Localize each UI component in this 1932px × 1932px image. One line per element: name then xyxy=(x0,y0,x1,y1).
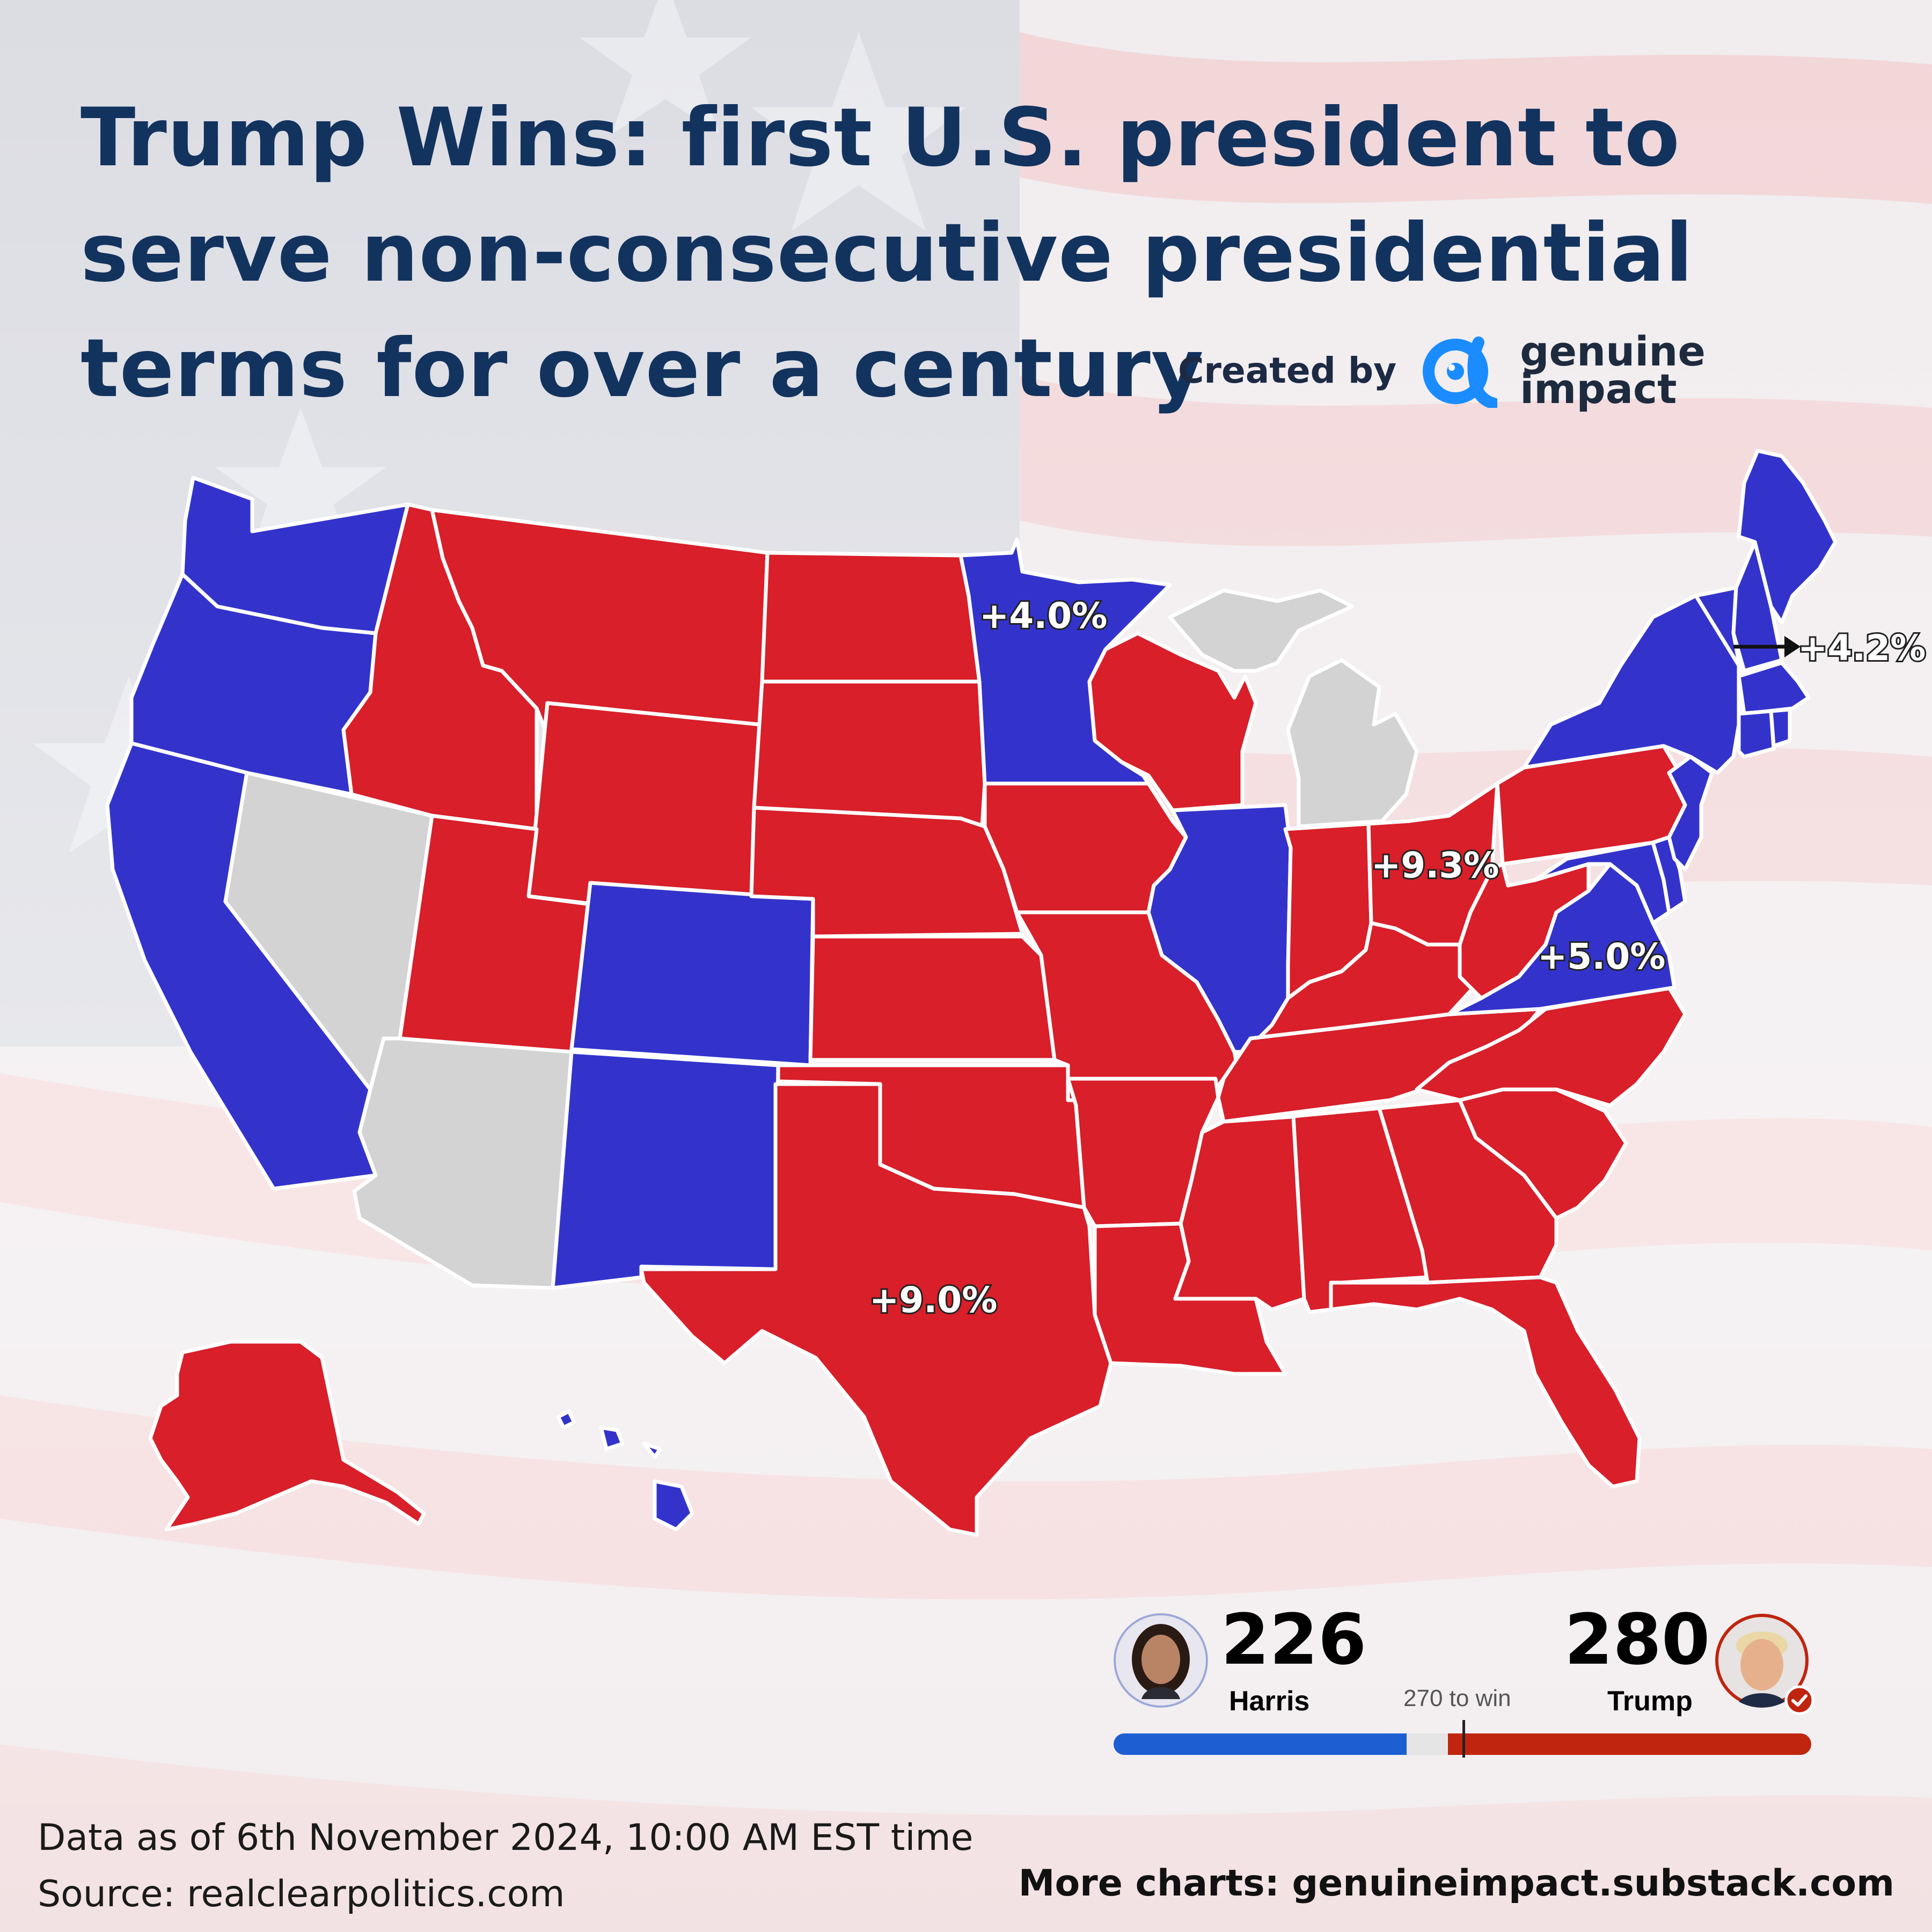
state-sd[interactable] xyxy=(752,679,987,829)
margin-label-va: +5.0% xyxy=(1538,936,1665,977)
state-md[interactable] xyxy=(1533,840,1671,925)
state-fl[interactable] xyxy=(1329,1275,1642,1489)
margin-label-tx: +9.0% xyxy=(869,1279,997,1321)
margin-label-nh: +4.2% xyxy=(1798,627,1926,669)
brand-name: genuine impact xyxy=(1520,327,1706,413)
state-mi-lower[interactable] xyxy=(1286,658,1419,829)
margin-label-oh: +9.3% xyxy=(1371,845,1499,886)
state-nd[interactable] xyxy=(760,551,982,684)
state-tx[interactable] xyxy=(639,1082,1113,1537)
state-wi[interactable] xyxy=(1087,631,1258,813)
nh-pointer-arrow xyxy=(1784,636,1801,657)
harris-name: Harris xyxy=(1229,1686,1310,1717)
credit-label: Created by xyxy=(1178,349,1397,391)
source-note: Source: realclearpolitics.com xyxy=(38,1873,565,1915)
trump-bar xyxy=(1448,1733,1811,1755)
credit: Created by genuine impact xyxy=(1178,327,1706,413)
state-mi-upper[interactable] xyxy=(1168,588,1355,673)
state-ct[interactable] xyxy=(1737,709,1776,759)
electoral-tally: 226 Harris 270 to win 280 Trump xyxy=(1114,1599,1814,1766)
harris-avatar xyxy=(1114,1613,1208,1708)
state-ny[interactable] xyxy=(1522,594,1741,775)
threshold-label: 270 to win xyxy=(1403,1685,1511,1711)
margin-label-mn: +4.0% xyxy=(979,595,1107,636)
states xyxy=(105,449,1838,1537)
headline-rest: first U.S. president to serve non-consec… xyxy=(80,91,1694,415)
state-me[interactable] xyxy=(1737,449,1838,625)
state-co[interactable] xyxy=(569,881,815,1067)
state-ri[interactable] xyxy=(1769,707,1792,748)
state-nm[interactable] xyxy=(551,1050,780,1290)
margin-labels: +4.0% +9.3% +5.0% +9.0% +4.2% xyxy=(868,594,1927,1322)
headline: Trump Wins: first U.S. president to serv… xyxy=(80,80,1851,427)
state-ms[interactable] xyxy=(1173,1114,1306,1312)
threshold-marker xyxy=(1462,1720,1466,1758)
trump-avatar xyxy=(1715,1614,1809,1708)
state-vt[interactable] xyxy=(1694,586,1744,678)
state-nc[interactable] xyxy=(1415,985,1687,1108)
trump-name: Trump xyxy=(1607,1686,1693,1717)
genuine-impact-logo-icon xyxy=(1423,336,1498,408)
state-az[interactable] xyxy=(352,1036,574,1290)
brand-line-2: impact xyxy=(1520,365,1677,413)
check-icon xyxy=(1784,1685,1814,1715)
trump-votes: 280 xyxy=(1564,1599,1710,1680)
state-ak[interactable] xyxy=(148,1340,426,1532)
harris-bar xyxy=(1114,1733,1407,1755)
more-charts-link[interactable]: More charts: genuineimpact.substack.com xyxy=(1018,1862,1894,1905)
state-hi[interactable] xyxy=(556,1409,694,1532)
brand-line-1: genuine xyxy=(1520,327,1706,375)
harris-votes: 226 xyxy=(1221,1599,1367,1680)
headline-lead: Trump Wins: xyxy=(80,91,653,185)
state-ne[interactable] xyxy=(749,806,1024,939)
date-note: Data as of 6th November 2024, 10:00 AM E… xyxy=(38,1817,974,1859)
state-ks[interactable] xyxy=(808,934,1057,1062)
